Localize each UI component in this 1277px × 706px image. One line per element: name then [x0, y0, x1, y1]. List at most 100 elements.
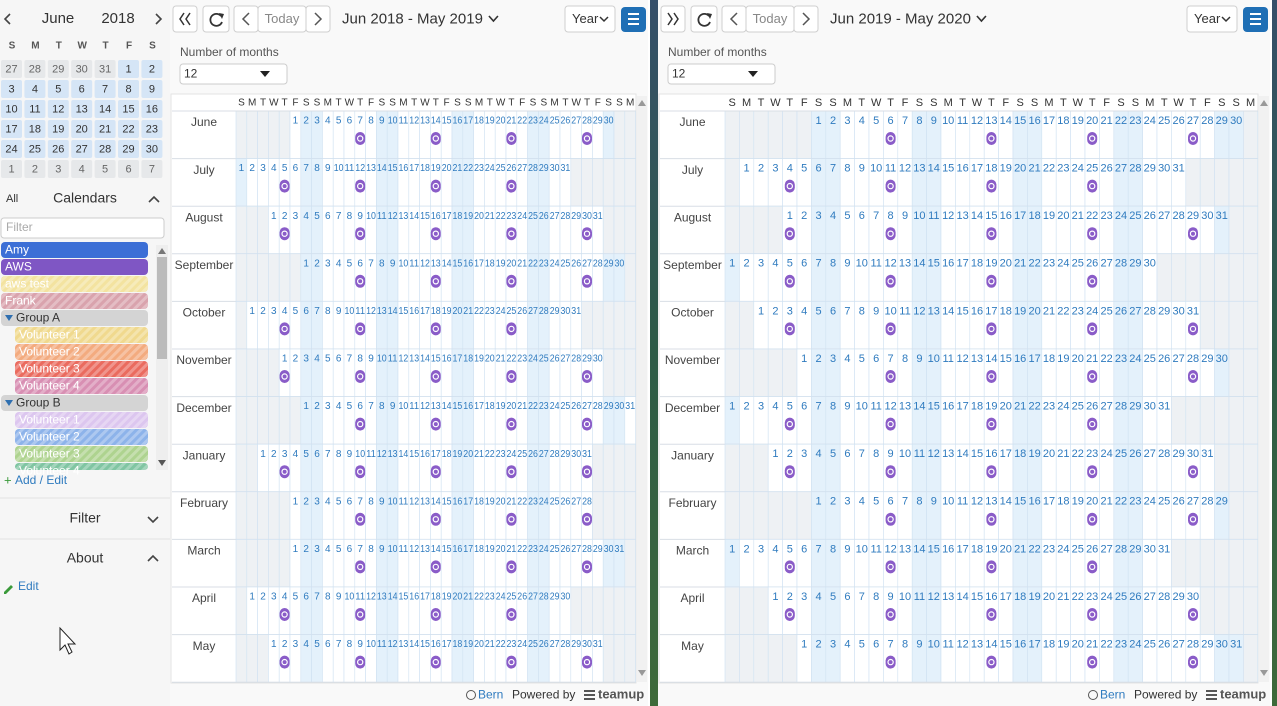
event-icon[interactable]	[986, 417, 997, 431]
event-icon[interactable]	[986, 608, 997, 621]
event-icon[interactable]	[430, 370, 441, 383]
event-icon[interactable]	[986, 512, 997, 526]
event-icon[interactable]	[885, 655, 896, 669]
prev-month[interactable]	[3, 13, 11, 25]
mini-month[interactable]: June	[42, 10, 75, 27]
all-toggle[interactable]: All	[6, 193, 18, 205]
event-icon[interactable]	[582, 465, 592, 479]
event-icon[interactable]	[430, 512, 441, 526]
event-icon[interactable]	[885, 370, 896, 383]
event-icon[interactable]	[582, 560, 592, 574]
event-icon[interactable]	[279, 370, 290, 383]
mini-day-cell[interactable]	[141, 80, 163, 98]
filter-input[interactable]	[0, 217, 165, 239]
mini-day-cell[interactable]	[141, 60, 163, 78]
event-icon[interactable]	[1087, 132, 1098, 145]
event-icon[interactable]	[986, 132, 997, 145]
mini-day-cell[interactable]	[71, 60, 93, 78]
event-icon[interactable]	[355, 608, 366, 621]
event-icon[interactable]	[1087, 179, 1098, 193]
event-icon[interactable]	[279, 227, 290, 241]
event-icon[interactable]	[1087, 370, 1098, 383]
event-icon[interactable]	[430, 560, 441, 574]
event-icon[interactable]	[1188, 322, 1198, 336]
event-icon[interactable]	[986, 274, 997, 288]
mini-day-cell[interactable]	[47, 80, 69, 98]
mini-day-cell[interactable]	[47, 100, 69, 118]
event-icon[interactable]	[1087, 655, 1098, 669]
mini-day-cell[interactable]	[71, 100, 93, 118]
event-icon[interactable]	[430, 465, 441, 479]
mini-day-cell[interactable]	[24, 80, 46, 98]
mini-day-cell[interactable]	[94, 60, 116, 78]
event-icon[interactable]	[355, 370, 366, 383]
view-select[interactable]	[564, 5, 616, 33]
mini-day-cell[interactable]	[47, 160, 69, 178]
event-icon[interactable]	[506, 465, 517, 479]
mini-day-cell[interactable]	[118, 160, 139, 178]
group-toggle[interactable]	[5, 315, 13, 321]
event-icon[interactable]	[355, 512, 366, 526]
view-label[interactable]: Year	[572, 11, 599, 26]
mini-day-cell[interactable]	[71, 140, 93, 158]
event-icon[interactable]	[430, 274, 441, 288]
event-icon[interactable]	[885, 512, 896, 526]
event-icon[interactable]	[355, 132, 366, 145]
footer-location[interactable]: Bern	[478, 688, 503, 702]
next-button[interactable]	[793, 5, 819, 33]
mini-day-cell[interactable]	[118, 60, 139, 78]
event-icon[interactable]	[885, 274, 896, 288]
mini-day-cell[interactable]	[94, 80, 116, 98]
event-icon[interactable]	[582, 274, 592, 288]
months-select[interactable]	[667, 63, 776, 85]
group-toggle[interactable]	[5, 400, 13, 406]
mini-day-cell[interactable]	[94, 100, 116, 118]
event-icon[interactable]	[784, 322, 795, 336]
mini-day-cell[interactable]	[47, 140, 69, 158]
refresh-button[interactable]	[690, 5, 718, 33]
event-icon[interactable]	[885, 179, 896, 193]
footer-brand[interactable]: teamup	[598, 686, 644, 701]
event-icon[interactable]	[784, 179, 795, 193]
event-icon[interactable]	[885, 417, 896, 431]
event-icon[interactable]	[986, 322, 997, 336]
event-icon[interactable]	[430, 227, 441, 241]
event-icon[interactable]	[885, 132, 896, 145]
mini-day-cell[interactable]	[141, 120, 163, 138]
event-icon[interactable]	[506, 512, 517, 526]
event-icon[interactable]	[279, 608, 290, 621]
mini-day-cell[interactable]	[24, 100, 46, 118]
event-icon[interactable]	[430, 132, 441, 145]
mini-day-cell[interactable]	[1, 140, 22, 158]
mini-day-cell[interactable]	[118, 120, 139, 138]
next-month[interactable]	[155, 13, 163, 25]
mini-day-cell[interactable]	[24, 60, 46, 78]
event-icon[interactable]	[506, 560, 517, 574]
event-icon[interactable]	[430, 417, 441, 431]
mini-day-cell[interactable]	[1, 80, 22, 98]
event-icon[interactable]	[582, 512, 592, 526]
event-icon[interactable]	[506, 655, 517, 669]
event-icon[interactable]	[885, 465, 896, 479]
mini-day-cell[interactable]	[47, 60, 69, 78]
event-icon[interactable]	[784, 465, 795, 479]
prev-button[interactable]	[721, 5, 747, 33]
event-icon[interactable]	[582, 417, 592, 431]
event-icon[interactable]	[355, 560, 366, 574]
event-icon[interactable]	[355, 274, 366, 288]
scroll-down[interactable]	[158, 460, 166, 466]
event-icon[interactable]	[1188, 132, 1198, 145]
scrollbar-thumb[interactable]	[157, 257, 167, 359]
view-label[interactable]: Year	[1194, 11, 1221, 26]
event-icon[interactable]	[506, 608, 517, 621]
event-icon[interactable]	[582, 370, 592, 383]
event-icon[interactable]	[355, 322, 366, 336]
event-icon[interactable]	[506, 227, 517, 241]
event-icon[interactable]	[1087, 274, 1098, 288]
event-icon[interactable]	[1087, 608, 1098, 621]
event-icon[interactable]	[986, 465, 997, 479]
mini-day-cell[interactable]	[1, 120, 22, 138]
event-icon[interactable]	[355, 655, 366, 669]
sidebar-toggle[interactable]	[660, 5, 686, 33]
event-icon[interactable]	[430, 322, 441, 336]
